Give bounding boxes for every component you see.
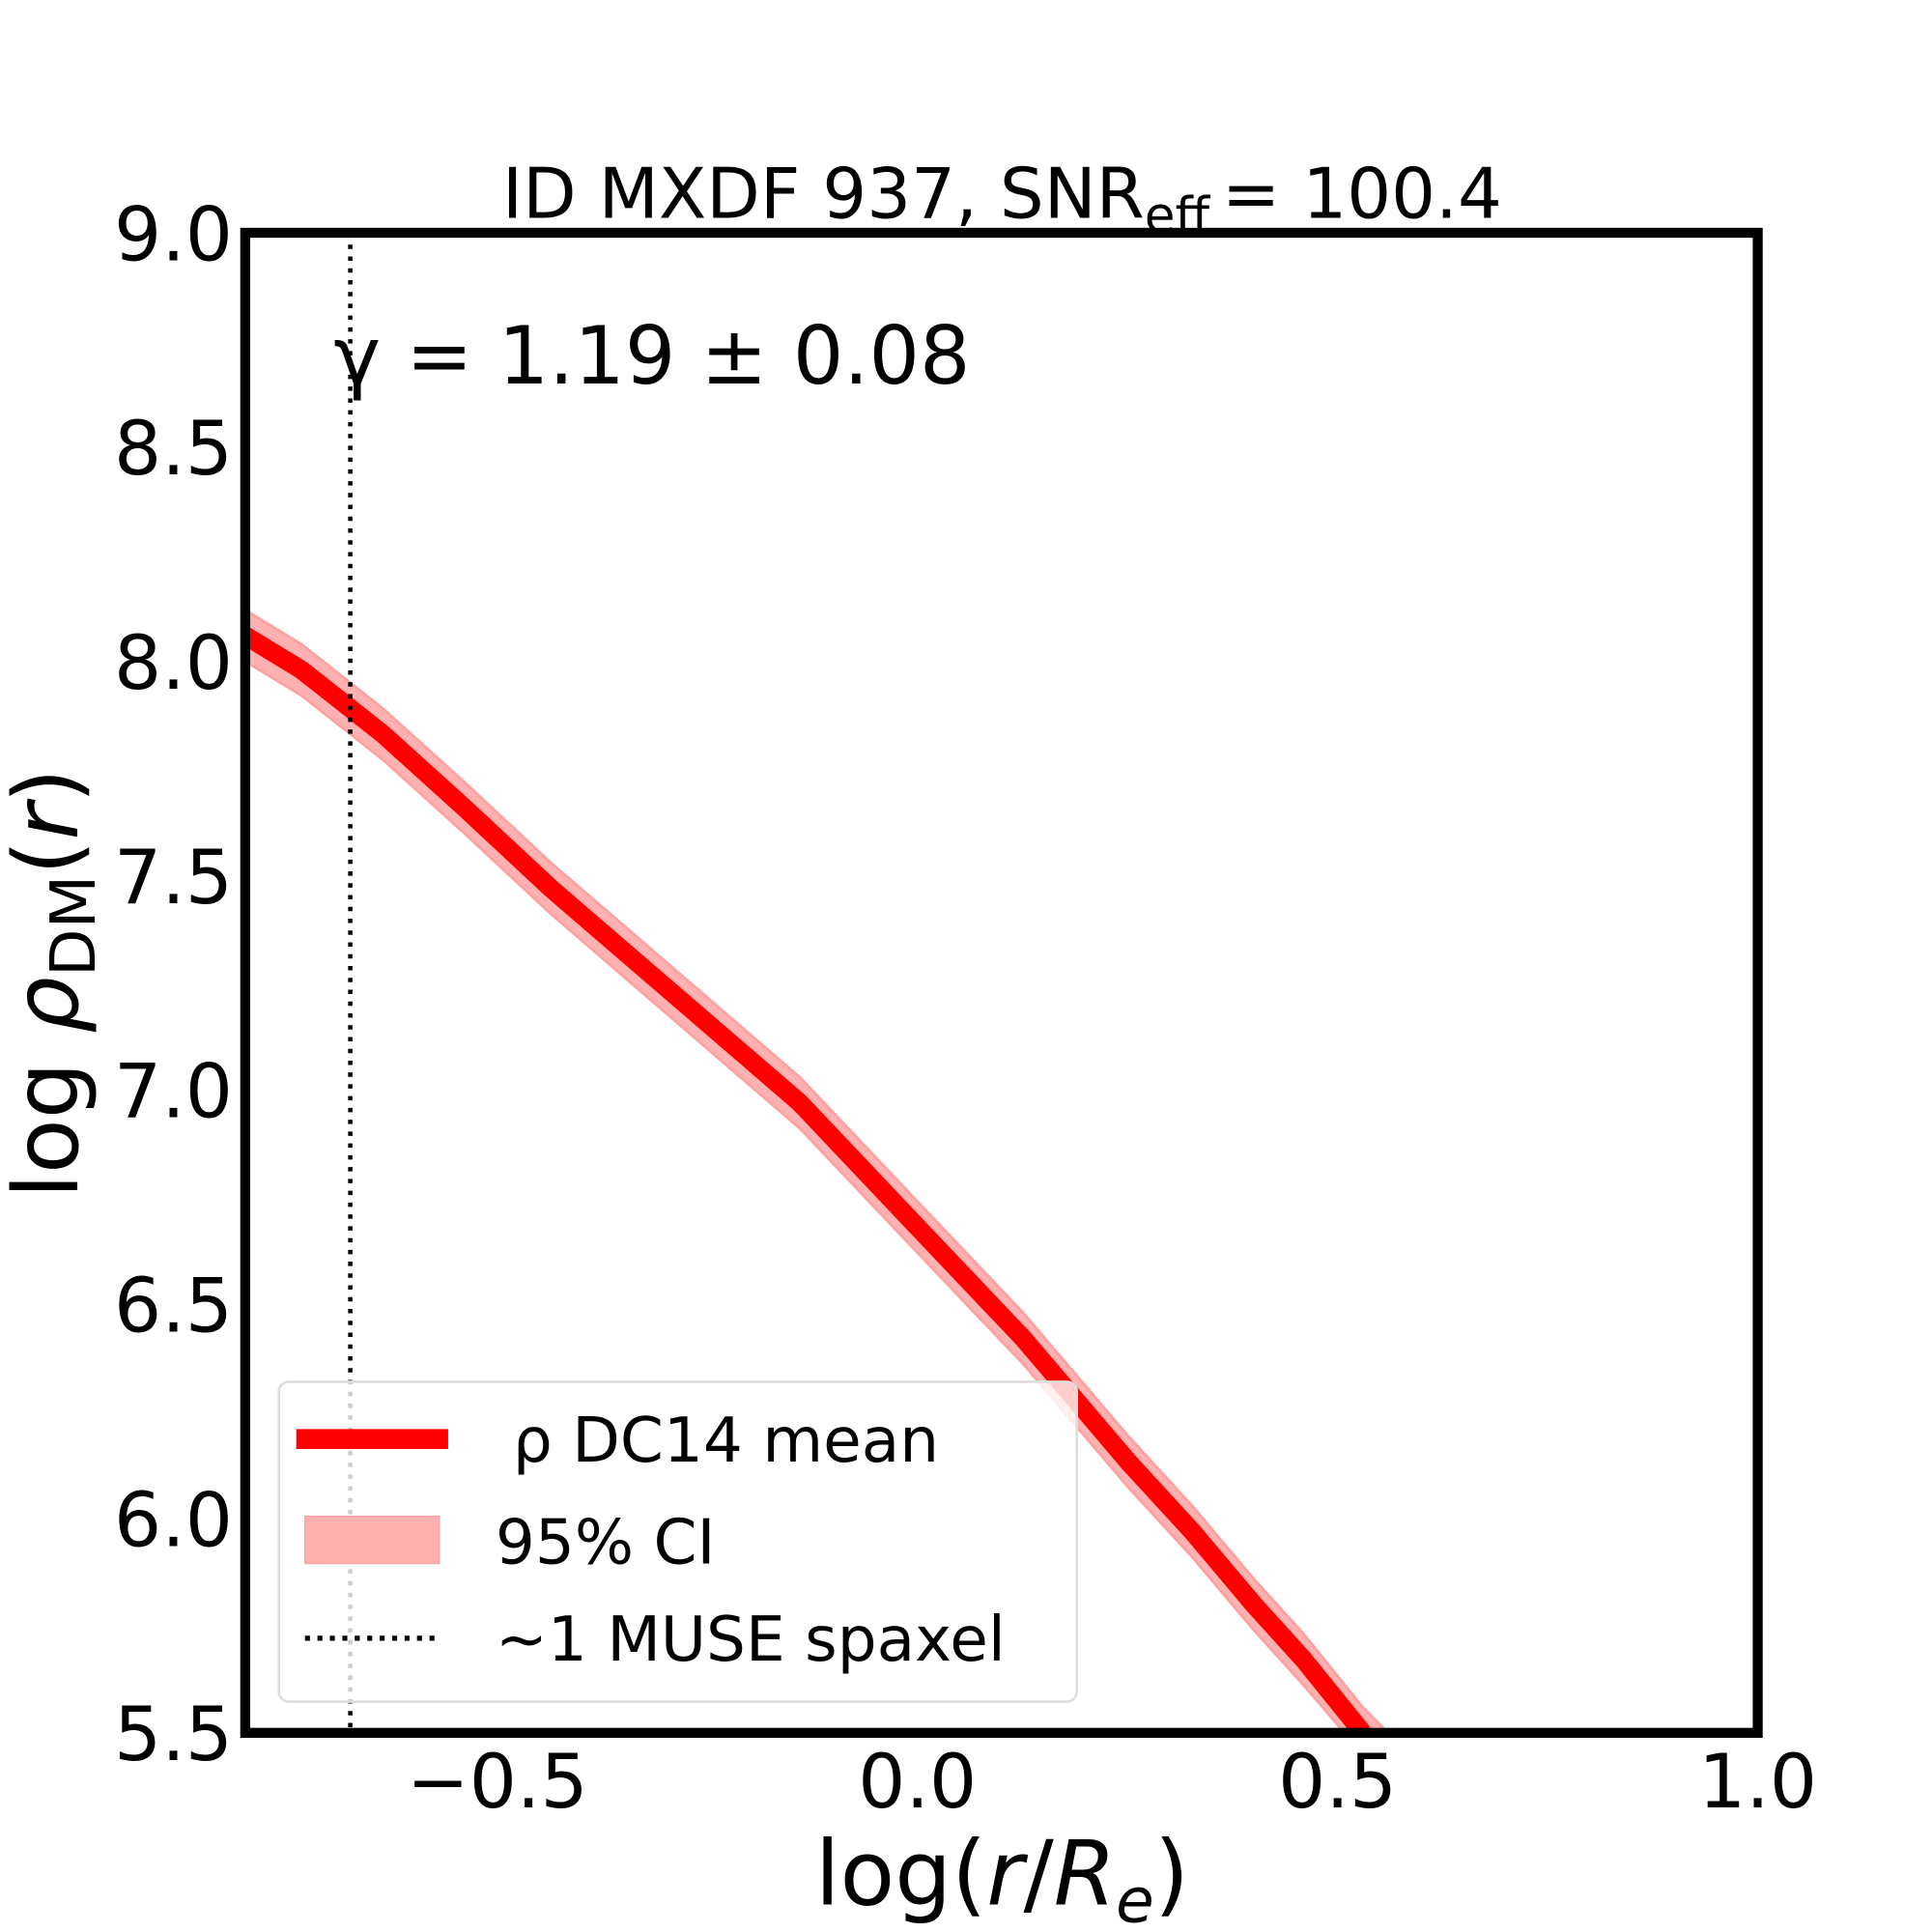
axes-frame [240, 227, 1763, 1738]
plot-area [244, 232, 1390, 1733]
x-tick-label: −0.5 [407, 1739, 588, 1826]
x-axis-label: log(r/Re) [815, 1822, 1189, 1932]
y-axis-label: log ρDM(r) [0, 768, 110, 1199]
y-tick-label: 8.0 [114, 620, 233, 707]
y-tick-label: 6.0 [114, 1477, 233, 1564]
legend: ρ DC14 mean 95% CI ~1 MUSE spaxel [277, 1380, 1078, 1703]
x-tick-label: 0.0 [858, 1739, 977, 1826]
legend-box [277, 1380, 1078, 1703]
x-tick-label: 0.5 [1278, 1739, 1397, 1826]
y-tick-label: 8.5 [114, 406, 233, 493]
legend-ci-swatch [304, 1515, 440, 1565]
gamma-annotation: γ = 1.19 ± 0.08 [333, 310, 970, 403]
y-tick-label: 7.0 [114, 1049, 233, 1136]
y-tick-label: 7.5 [114, 835, 233, 922]
x-tick-label: 1.0 [1698, 1739, 1817, 1826]
chart-title: ID MXDF 937, SNReff = 100.4 [502, 155, 1502, 245]
legend-ci-label: 95% CI [496, 1507, 716, 1579]
legend-mean-label: ρ DC14 mean [513, 1405, 939, 1477]
y-tick-label: 6.5 [114, 1263, 233, 1350]
y-tick-label: 9.0 [114, 191, 233, 278]
ci-band [244, 608, 1390, 1733]
y-tick-label: 5.5 [114, 1691, 233, 1778]
mean-line [244, 627, 1371, 1733]
legend-spaxel-label: ~1 MUSE spaxel [496, 1604, 1006, 1676]
